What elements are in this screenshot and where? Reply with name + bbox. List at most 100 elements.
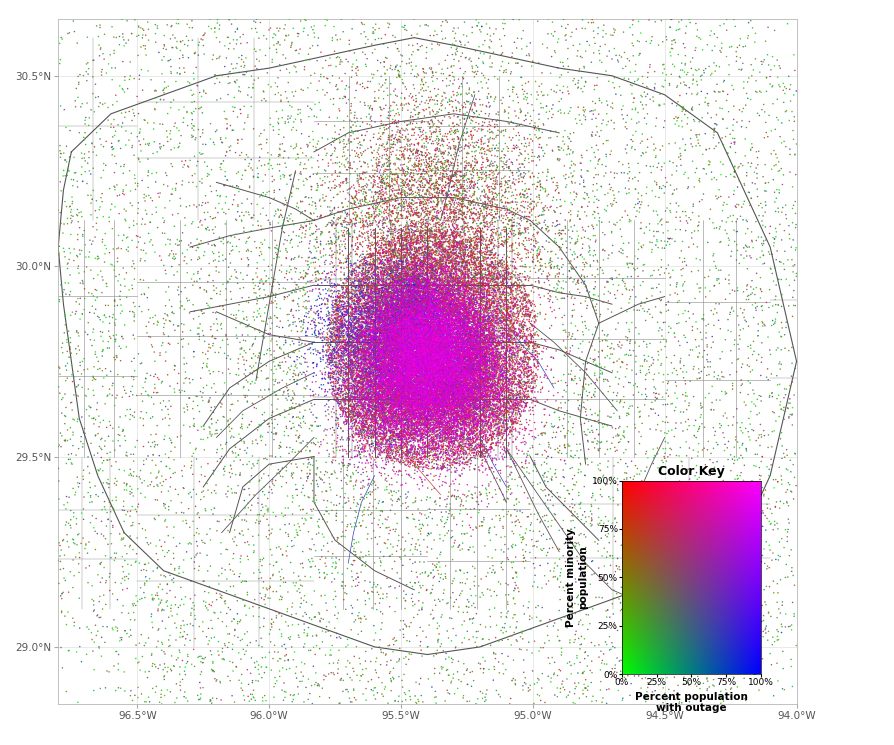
Point: [418, 321, 433, 333]
Point: [421, 339, 435, 351]
Point: [414, 311, 428, 323]
Point: [409, 301, 424, 313]
Point: [661, 375, 675, 387]
Point: [68, 489, 82, 501]
Point: [373, 355, 387, 367]
Point: [357, 441, 371, 453]
Point: [387, 401, 401, 413]
Point: [552, 554, 566, 565]
Point: [459, 344, 473, 356]
Point: [350, 568, 364, 580]
Point: [407, 324, 421, 336]
Point: [650, 218, 664, 229]
Point: [560, 428, 574, 440]
Point: [358, 383, 372, 395]
Point: [421, 337, 435, 349]
Point: [431, 263, 445, 275]
Point: [442, 385, 456, 397]
Point: [502, 390, 516, 402]
Point: [418, 290, 433, 302]
Point: [444, 419, 459, 431]
Point: [476, 325, 490, 337]
Point: [391, 244, 405, 256]
Point: [363, 351, 377, 363]
Point: [589, 72, 603, 83]
Point: [463, 221, 477, 233]
Point: [117, 159, 131, 171]
Point: [216, 180, 231, 191]
Point: [480, 253, 494, 264]
Point: [408, 317, 422, 329]
Point: [384, 339, 399, 351]
Point: [632, 360, 646, 372]
Point: [399, 373, 413, 385]
Point: [446, 309, 460, 321]
Point: [578, 77, 593, 89]
Point: [340, 343, 354, 355]
Point: [452, 264, 467, 276]
Point: [240, 497, 255, 509]
Point: [489, 279, 503, 291]
Point: [490, 130, 504, 142]
Point: [315, 372, 329, 384]
Point: [470, 439, 485, 451]
Point: [354, 393, 368, 405]
Point: [428, 375, 443, 387]
Point: [426, 339, 440, 351]
Point: [263, 558, 277, 570]
Point: [364, 386, 378, 398]
Point: [477, 355, 492, 367]
Point: [384, 378, 398, 390]
Point: [475, 120, 489, 132]
Point: [305, 126, 319, 138]
Point: [445, 380, 460, 392]
Point: [460, 391, 474, 403]
Point: [410, 339, 425, 351]
Point: [424, 333, 438, 345]
Point: [442, 186, 456, 197]
Point: [389, 376, 403, 388]
Point: [407, 322, 421, 334]
Point: [361, 334, 375, 346]
Point: [460, 258, 474, 270]
Point: [390, 324, 404, 336]
Point: [460, 324, 474, 336]
Point: [335, 386, 350, 398]
Point: [473, 354, 487, 366]
Point: [436, 584, 451, 596]
Point: [178, 633, 192, 644]
Point: [131, 177, 145, 189]
Point: [369, 355, 384, 367]
Point: [355, 195, 369, 207]
Point: [392, 142, 407, 153]
Point: [402, 389, 417, 401]
Point: [445, 387, 460, 399]
Point: [400, 412, 414, 424]
Point: [577, 589, 591, 600]
Point: [353, 410, 367, 422]
Point: [407, 245, 421, 257]
Point: [370, 400, 384, 412]
Point: [524, 307, 538, 319]
Point: [518, 352, 532, 364]
Point: [460, 371, 475, 383]
Point: [416, 249, 430, 261]
Point: [414, 339, 428, 351]
Point: [443, 311, 457, 323]
Point: [400, 392, 414, 404]
Point: [437, 415, 451, 427]
Point: [611, 279, 625, 291]
Point: [477, 371, 492, 383]
Point: [475, 325, 489, 337]
Point: [420, 371, 434, 383]
Point: [461, 372, 476, 384]
Point: [484, 287, 498, 299]
Point: [451, 542, 465, 554]
Point: [455, 235, 469, 247]
Point: [426, 356, 440, 368]
Point: [358, 332, 372, 343]
Point: [451, 397, 465, 409]
Point: [378, 418, 392, 430]
Point: [436, 165, 451, 177]
Point: [512, 326, 527, 338]
